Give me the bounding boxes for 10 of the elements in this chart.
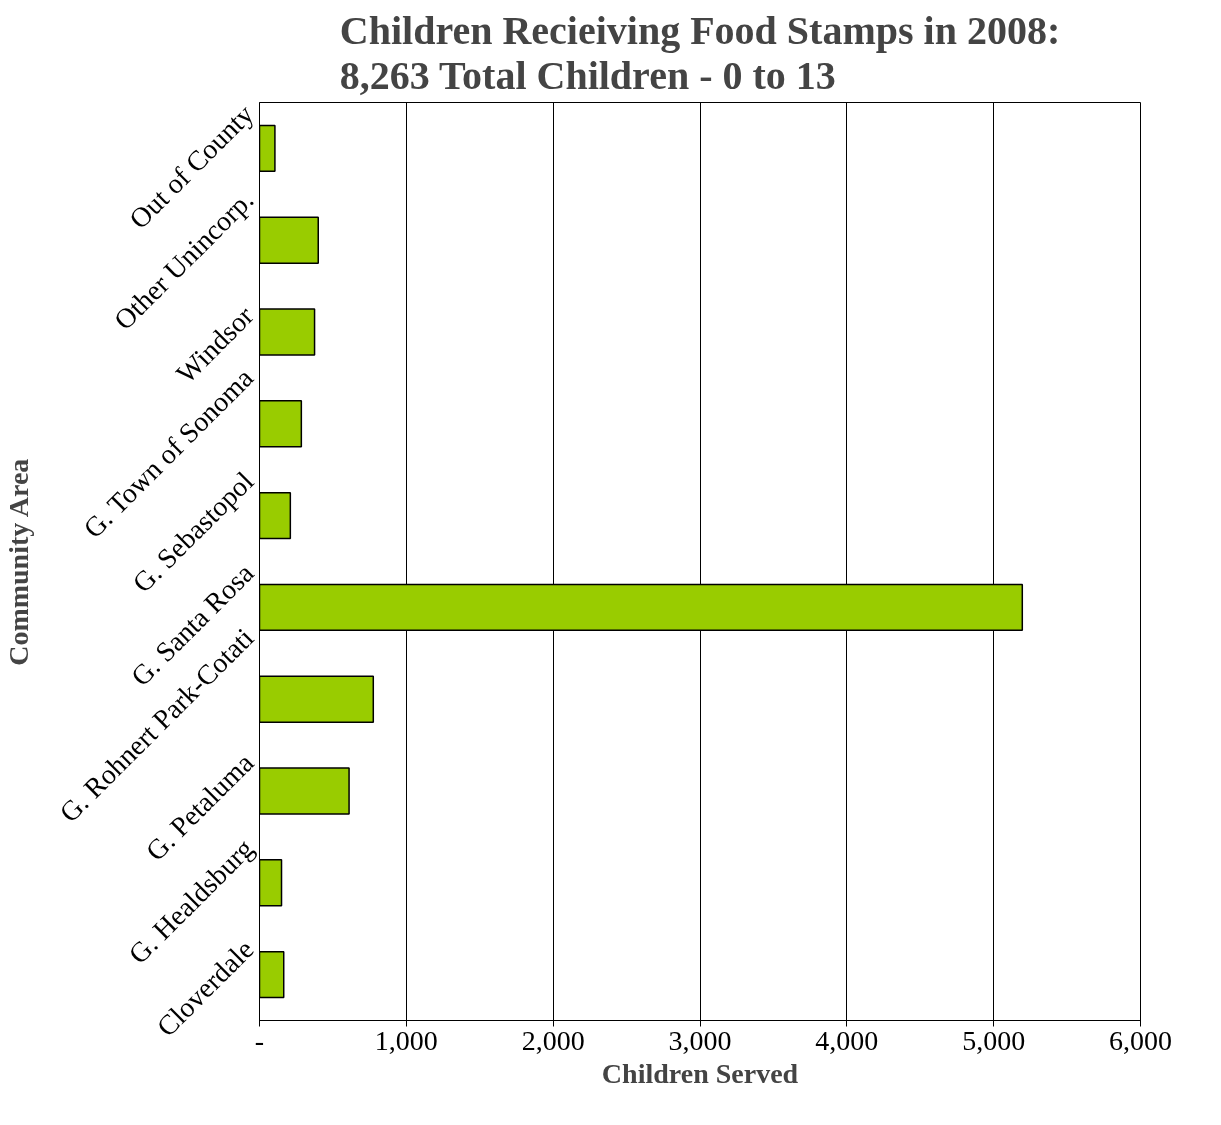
chart-title: Children Recieiving Food Stamps in 2008: 8,263 Total Children - 0 to 13 [339,7,1061,98]
x-tick-label: 4,000 [815,1024,879,1056]
x-tick-label: 2,000 [521,1024,585,1056]
x-axis-title: Children Served [601,1057,799,1089]
x-tick-label: 5,000 [962,1024,1026,1056]
x-tick-label: 6,000 [1109,1024,1172,1056]
y-axis-title: Community Area [3,458,35,666]
x-tick-label: 3,000 [668,1024,732,1056]
x-tick-label: - [254,1024,265,1056]
x-tick-label: 1,000 [374,1024,438,1056]
